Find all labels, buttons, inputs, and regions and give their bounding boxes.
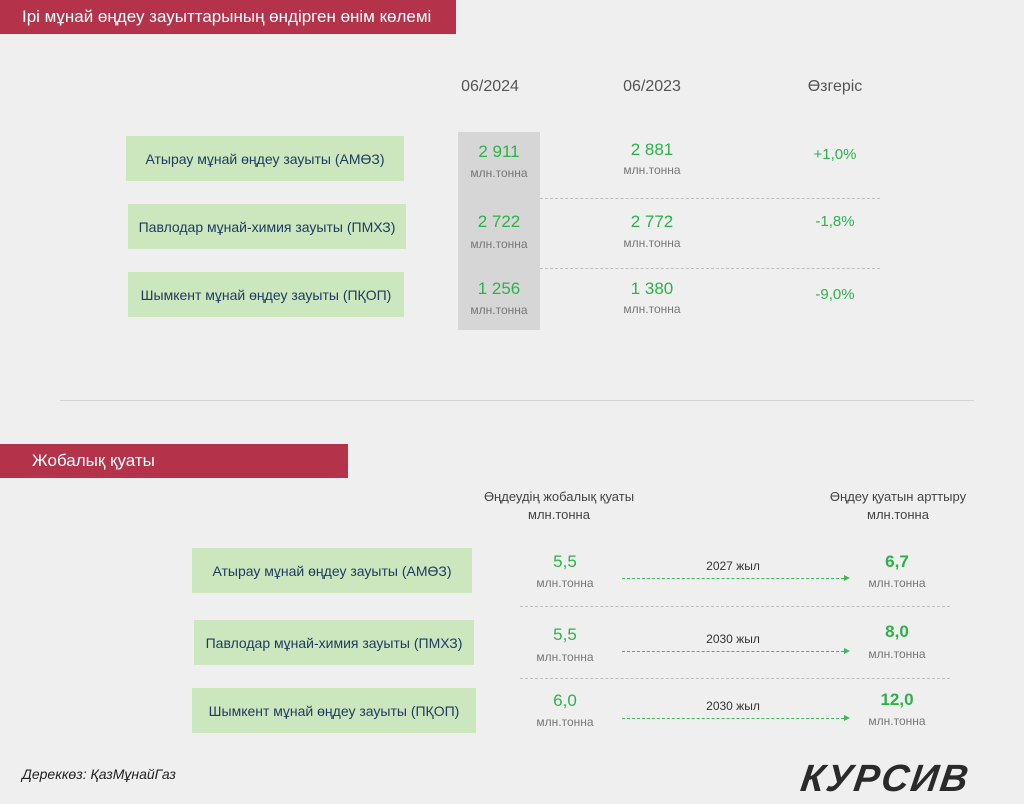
highlight-2024-column [458, 132, 540, 330]
plant-box-pkop-capacity: Шымкент мұнай өңдеу зауыты (ПҚОП) [192, 688, 476, 733]
plant-box-amoz-capacity: Атырау мұнай өңдеу зауыты (АМӨЗ) [192, 548, 472, 593]
unit-label: млн.тонна [623, 302, 681, 316]
unit-label: млн.тонна [868, 576, 926, 590]
unit-label: млн.тонна [470, 237, 528, 251]
value-2024: 2 722 [477, 212, 521, 231]
arrow-right-icon [622, 715, 850, 721]
section-separator [60, 400, 974, 401]
expanded-capacity-value: 8,0 [885, 622, 909, 641]
arrow-right-icon [622, 648, 850, 654]
section2-title: Жобалық қуаты [0, 444, 348, 478]
unit-label: млн.тонна [470, 303, 528, 317]
expanded-capacity-value: 6,7 [885, 552, 909, 571]
value-2024: 1 256 [477, 279, 521, 298]
plant-box-pmhz: Павлодар мұнай-химия зауыты (ПМХЗ) [128, 204, 406, 249]
row-divider [540, 268, 880, 269]
expanded-capacity-value: 12,0 [880, 690, 914, 709]
col-head-design-label: Өңдеудің жобалық қуаты [483, 489, 635, 504]
col-head-2023: 06/2023 [623, 78, 681, 95]
col-head-design: Өңдеудің жобалық қуаты млн.тонна [474, 488, 644, 524]
unit-label: млн.тонна [868, 714, 926, 728]
plant-box-pkop: Шымкент мұнай өңдеу зауыты (ПҚОП) [128, 272, 404, 317]
unit-label: млн.тонна [536, 576, 594, 590]
design-capacity-value: 6,0 [553, 691, 577, 710]
value-2023: 2 772 [630, 212, 674, 231]
row-divider [520, 606, 950, 607]
change-value: -1,8% [815, 213, 855, 230]
col-head-2024: 06/2024 [461, 78, 519, 95]
unit-label: млн.тонна [536, 715, 594, 729]
unit-label: млн.тонна [536, 650, 594, 664]
col-head-change: Өзгеріс [807, 78, 863, 95]
change-value: -9,0% [815, 286, 855, 303]
unit-label: млн.тонна [470, 166, 528, 180]
kursiv-logo: КУРСИВ [798, 758, 974, 800]
change-value: +1,0% [813, 146, 857, 163]
source-note: Дереккөз: ҚазМұнайГаз [22, 766, 176, 782]
row-divider [540, 198, 880, 199]
value-2023: 1 380 [630, 279, 674, 298]
design-capacity-value: 5,5 [553, 625, 577, 644]
row-divider [520, 678, 950, 679]
plant-box-amoz: Атырау мұнай өңдеу зауыты (АМӨЗ) [126, 136, 404, 181]
design-capacity-value: 5,5 [553, 552, 577, 571]
col-head-expand-label: Өңдеу қуатын арттыру [829, 489, 967, 504]
target-year: 2030 жыл [706, 632, 760, 646]
unit-label: млн.тонна [623, 163, 681, 177]
col-head-expand-unit: млн.тонна [867, 507, 929, 522]
col-head-expand: Өңдеу қуатын арттыру млн.тонна [816, 488, 980, 524]
value-2023: 2 881 [630, 140, 674, 159]
section1-title: Ірі мұнай өңдеу зауыттарының өндірген өн… [0, 0, 456, 34]
arrow-right-icon [622, 575, 850, 581]
unit-label: млн.тонна [623, 236, 681, 250]
col-head-design-unit: млн.тонна [528, 507, 590, 522]
value-2024: 2 911 [478, 142, 520, 161]
plant-box-pmhz-capacity: Павлодар мұнай-химия зауыты (ПМХЗ) [194, 620, 474, 665]
unit-label: млн.тонна [868, 647, 926, 661]
target-year: 2030 жыл [706, 699, 760, 713]
target-year: 2027 жыл [706, 559, 760, 573]
